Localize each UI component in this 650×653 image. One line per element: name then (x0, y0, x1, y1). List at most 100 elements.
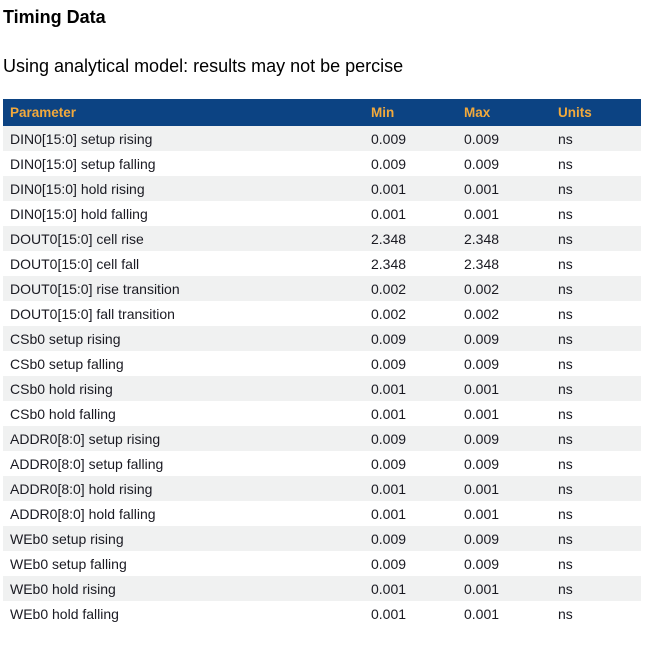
cell-parameter: WEb0 setup falling (10, 555, 127, 572)
cell-max: 0.009 (464, 555, 500, 572)
page-subtitle: Using analytical model: results may not … (3, 56, 404, 76)
cell-parameter: DOUT0[15:0] rise transition (10, 280, 180, 297)
cell-units: ns (558, 605, 573, 622)
cell-parameter: CSb0 setup falling (10, 355, 124, 372)
cell-min: 2.348 (371, 255, 407, 272)
table-row: DOUT0[15:0] fall transition 0.002 0.002 ns (3, 301, 641, 326)
cell-parameter: WEb0 setup rising (10, 530, 124, 547)
table-row: DIN0[15:0] hold falling 0.001 0.001 ns (3, 201, 641, 226)
cell-min: 0.009 (371, 455, 407, 472)
cell-parameter: DIN0[15:0] setup rising (10, 130, 153, 147)
table-row: DIN0[15:0] setup rising 0.009 0.009 ns (3, 126, 641, 151)
table-row: CSb0 setup rising 0.009 0.009 ns (3, 326, 641, 351)
column-header-parameter: Parameter (3, 99, 371, 126)
cell-min: 0.001 (371, 405, 407, 422)
cell-units: ns (558, 155, 573, 172)
cell-max: 0.009 (464, 155, 500, 172)
cell-units: ns (558, 355, 573, 372)
table-row: DOUT0[15:0] rise transition 0.002 0.002 ns (3, 276, 641, 301)
cell-units: ns (558, 305, 573, 322)
cell-max: 0.009 (464, 330, 500, 347)
cell-parameter: ADDR0[8:0] setup falling (10, 455, 164, 472)
cell-max: 2.348 (464, 230, 500, 247)
cell-max: 0.001 (464, 580, 500, 597)
table-row: ADDR0[8:0] setup falling 0.009 0.009 ns (3, 451, 641, 476)
table-row: ADDR0[8:0] hold falling 0.001 0.001 ns (3, 501, 641, 526)
cell-min: 0.001 (371, 205, 407, 222)
cell-min: 2.348 (371, 230, 407, 247)
cell-parameter: DOUT0[15:0] cell rise (10, 230, 144, 247)
cell-parameter: ADDR0[8:0] hold rising (10, 480, 153, 497)
cell-parameter: CSb0 setup rising (10, 330, 121, 347)
cell-max: 0.001 (464, 480, 500, 497)
cell-units: ns (558, 405, 573, 422)
column-header-units: Units (558, 99, 641, 126)
cell-min: 0.001 (371, 580, 407, 597)
cell-units: ns (558, 205, 573, 222)
cell-max: 0.009 (464, 355, 500, 372)
cell-min: 0.001 (371, 380, 407, 397)
table-row: ADDR0[8:0] hold rising 0.001 0.001 ns (3, 476, 641, 501)
cell-max: 0.001 (464, 180, 500, 197)
cell-parameter: WEb0 hold rising (10, 580, 116, 597)
cell-min: 0.002 (371, 280, 407, 297)
table-row: DOUT0[15:0] cell fall 2.348 2.348 ns (3, 251, 641, 276)
cell-units: ns (558, 230, 573, 247)
cell-min: 0.009 (371, 430, 407, 447)
cell-min: 0.002 (371, 305, 407, 322)
timing-table: Parameter Min Max Units DIN0[15:0] setup… (3, 99, 641, 626)
cell-max: 0.009 (464, 455, 500, 472)
cell-max: 2.348 (464, 255, 500, 272)
cell-units: ns (558, 555, 573, 572)
table-row: WEb0 hold rising 0.001 0.001 ns (3, 576, 641, 601)
cell-min: 0.001 (371, 480, 407, 497)
cell-units: ns (558, 380, 573, 397)
table-header-row: Parameter Min Max Units (3, 99, 641, 126)
table-body: DIN0[15:0] setup rising 0.009 0.009 ns DIN0[… (3, 126, 641, 626)
cell-parameter: WEb0 hold falling (10, 605, 119, 622)
cell-max: 0.001 (464, 605, 500, 622)
cell-max: 0.002 (464, 280, 500, 297)
cell-parameter: DIN0[15:0] hold rising (10, 180, 145, 197)
cell-min: 0.009 (371, 355, 407, 372)
table-row: WEb0 hold falling 0.001 0.001 ns (3, 601, 641, 626)
cell-parameter: DOUT0[15:0] fall transition (10, 305, 175, 322)
cell-min: 0.009 (371, 130, 407, 147)
cell-min: 0.009 (371, 555, 407, 572)
cell-units: ns (558, 480, 573, 497)
table-row: WEb0 setup falling 0.009 0.009 ns (3, 551, 641, 576)
cell-units: ns (558, 280, 573, 297)
cell-min: 0.001 (371, 605, 407, 622)
cell-parameter: ADDR0[8:0] setup rising (10, 430, 161, 447)
cell-max: 0.009 (464, 130, 500, 147)
page-title: Timing Data (3, 7, 106, 27)
cell-min: 0.009 (371, 530, 407, 547)
cell-max: 0.001 (464, 205, 500, 222)
cell-parameter: CSb0 hold falling (10, 405, 116, 422)
table-row: CSb0 setup falling 0.009 0.009 ns (3, 351, 641, 376)
table-row: DIN0[15:0] setup falling 0.009 0.009 ns (3, 151, 641, 176)
table-row: CSb0 hold rising 0.001 0.001 ns (3, 376, 641, 401)
table-row: WEb0 setup rising 0.009 0.009 ns (3, 526, 641, 551)
cell-min: 0.001 (371, 180, 407, 197)
column-header-max: Max (464, 99, 558, 126)
cell-units: ns (558, 455, 573, 472)
table-row: DOUT0[15:0] cell rise 2.348 2.348 ns (3, 226, 641, 251)
cell-max: 0.002 (464, 305, 500, 322)
cell-max: 0.009 (464, 430, 500, 447)
cell-units: ns (558, 580, 573, 597)
table-row: ADDR0[8:0] setup rising 0.009 0.009 ns (3, 426, 641, 451)
cell-min: 0.009 (371, 155, 407, 172)
cell-units: ns (558, 505, 573, 522)
table-row: CSb0 hold falling 0.001 0.001 ns (3, 401, 641, 426)
cell-parameter: DOUT0[15:0] cell fall (10, 255, 140, 272)
cell-parameter: DIN0[15:0] setup falling (10, 155, 156, 172)
cell-min: 0.009 (371, 330, 407, 347)
cell-max: 0.001 (464, 380, 500, 397)
cell-units: ns (558, 255, 573, 272)
cell-min: 0.001 (371, 505, 407, 522)
cell-units: ns (558, 180, 573, 197)
cell-parameter: ADDR0[8:0] hold falling (10, 505, 156, 522)
column-header-min: Min (371, 99, 464, 126)
cell-units: ns (558, 330, 573, 347)
